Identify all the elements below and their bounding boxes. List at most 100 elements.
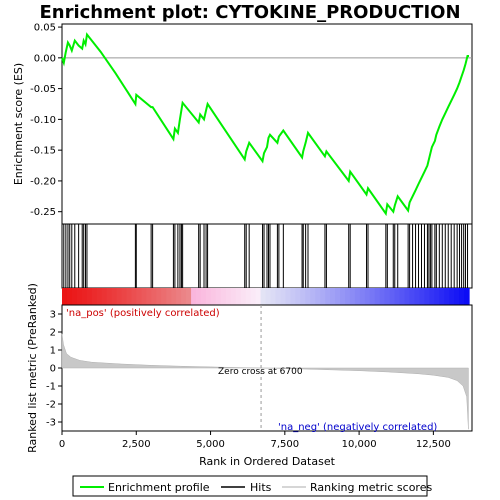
color-bar-segment: [111, 288, 118, 305]
color-bar-segment: [245, 288, 252, 305]
enrichment-profile-line: [61, 32, 469, 217]
color-bar-segment: [176, 288, 182, 305]
ranking-metric-area: [61, 333, 469, 430]
es-y-tick-label: -0.20: [30, 176, 56, 187]
ranking-color-bar: [62, 288, 470, 305]
es-y-axis: 0.05 0.00 -0.05 -0.10 -0.15 -0.20 -0.25: [30, 23, 62, 218]
color-bar-segment: [240, 288, 247, 305]
color-bar-segment: [101, 288, 108, 305]
color-bar-segment: [424, 288, 430, 305]
color-bar-segment: [186, 288, 192, 305]
color-bar-segment: [315, 288, 321, 305]
color-bar-segment: [81, 288, 88, 305]
color-bar-segment: [220, 288, 227, 305]
color-bar-segment: [359, 288, 366, 305]
color-bar-segment: [335, 288, 341, 305]
color-bar-segment: [161, 288, 167, 305]
es-panel-frame: [61, 23, 473, 225]
es-y-tick-label: -0.15: [30, 146, 56, 157]
color-bar-segment: [320, 288, 326, 305]
hits-marks: [63, 224, 469, 288]
color-bar-segment: [409, 288, 416, 305]
color-bar-segment: [379, 288, 386, 305]
x-tick-label: 2,500: [122, 439, 151, 450]
color-bar-segment: [230, 288, 237, 305]
color-bar-segment: [166, 288, 172, 305]
color-bar-segment: [305, 288, 311, 305]
color-bar-segment: [374, 288, 381, 305]
color-bar-segment: [196, 288, 202, 305]
metric-y-tick-label: 2: [50, 328, 56, 339]
metric-y-tick-label: 3: [50, 310, 56, 321]
color-bar-segment: [295, 288, 301, 305]
color-bar-segment: [454, 288, 460, 305]
color-bar-segment: [394, 288, 401, 305]
color-bar-segment: [200, 288, 207, 305]
color-bar-segment: [96, 288, 103, 305]
es-y-tick-label: 0.00: [34, 53, 56, 64]
color-bar-segment: [384, 288, 391, 305]
x-axis: 0 2,500 5,000 7,500 10,000 12,500: [59, 431, 451, 450]
color-bar-segment: [389, 288, 396, 305]
es-y-tick-label: -0.05: [30, 84, 56, 95]
color-bar-segment: [62, 288, 68, 305]
color-bar-segment: [171, 288, 177, 305]
color-bar-segment: [369, 288, 376, 305]
color-bar-segment: [116, 288, 123, 305]
color-bar-segment: [131, 288, 138, 305]
color-bar-segment: [434, 288, 440, 305]
color-bar-segment: [250, 288, 257, 305]
es-y-label: Enrichment score (ES): [12, 63, 25, 185]
chart-title: Enrichment plot: CYTOKINE_PRODUCTION: [39, 2, 460, 23]
color-bar-segment: [354, 288, 361, 305]
color-bar-segment: [76, 288, 83, 305]
color-bar-segment: [205, 288, 212, 305]
metric-y-tick-label: 1: [50, 346, 56, 357]
color-bar-segment: [325, 288, 331, 305]
color-bar-segment: [136, 288, 143, 305]
metric-y-tick-label: -2: [46, 400, 56, 411]
color-bar-segment: [225, 288, 232, 305]
es-y-tick-label: -0.25: [30, 207, 56, 218]
color-bar-segment: [235, 288, 242, 305]
color-bar-segment: [66, 288, 73, 305]
es-y-tick-label: -0.10: [30, 115, 56, 126]
color-bar-segment: [449, 288, 455, 305]
color-bar-segment: [310, 288, 316, 305]
x-tick-label: 10,000: [342, 439, 377, 450]
color-bar-segment: [86, 288, 93, 305]
color-bar-segment: [459, 288, 465, 305]
color-bar-segment: [270, 288, 277, 305]
metric-y-tick-label: 0: [50, 364, 56, 375]
metric-y-tick-label: -3: [46, 418, 56, 429]
color-bar-segment: [285, 288, 291, 305]
color-bar-segment: [290, 288, 296, 305]
color-bar-segment: [191, 288, 197, 305]
legend-label-ranking-metric: Ranking metric scores: [310, 481, 432, 494]
color-bar-segment: [464, 288, 470, 305]
color-bar-segment: [255, 288, 262, 305]
x-axis-label: Rank in Ordered Dataset: [199, 455, 336, 468]
color-bar-segment: [330, 288, 336, 305]
color-bar-segment: [339, 288, 346, 305]
legend-box: [72, 475, 428, 497]
color-bar-segment: [151, 288, 157, 305]
color-bar-segment: [106, 288, 113, 305]
color-bar-segment: [349, 288, 356, 305]
metric-y-tick-label: -1: [46, 382, 56, 393]
es-y-tick-label: 0.05: [34, 23, 56, 34]
color-bar-segment: [344, 288, 351, 305]
color-bar-segment: [215, 288, 222, 305]
color-bar-segment: [429, 288, 435, 305]
legend-label-hits: Hits: [250, 481, 272, 494]
x-tick-label: 12,500: [416, 439, 451, 450]
x-tick-label: 5,000: [196, 439, 225, 450]
zero-cross-label: Zero cross at 6700: [218, 367, 303, 377]
metric-y-axis: 3 2 1 0 -1 -2 -3: [46, 310, 62, 429]
positive-correlation-label: 'na_pos' (positively correlated): [66, 308, 220, 319]
color-bar-segment: [404, 288, 411, 305]
color-bar-segment: [265, 288, 272, 305]
color-bar-segment: [181, 288, 187, 305]
color-bar-segment: [275, 288, 282, 305]
